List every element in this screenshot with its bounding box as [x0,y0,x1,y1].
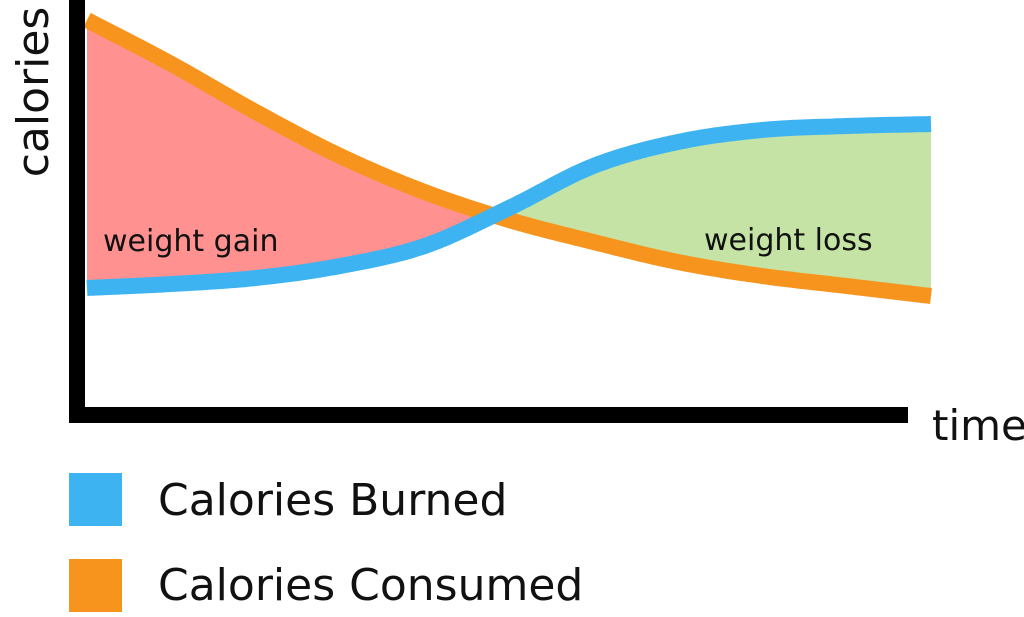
x-axis-label: time [932,401,1024,450]
series-layer [82,12,936,304]
legend-swatch-calories-burned [69,473,122,526]
legend-label-calories-consumed: Calories Consumed [158,560,583,611]
legend: Calories Burned Calories Consumed [69,473,583,612]
region-label-weight-gain: weight gain [103,224,278,259]
legend-label-calories-burned: Calories Burned [158,475,507,526]
region-weight-gain [87,20,494,288]
legend-swatch-calories-consumed [69,559,122,612]
series-line-calories-burned [82,116,936,296]
region-label-weight-loss: weight loss [704,223,873,258]
y-axis-label: calories [8,7,59,178]
series-line-calories-consumed [82,12,936,304]
